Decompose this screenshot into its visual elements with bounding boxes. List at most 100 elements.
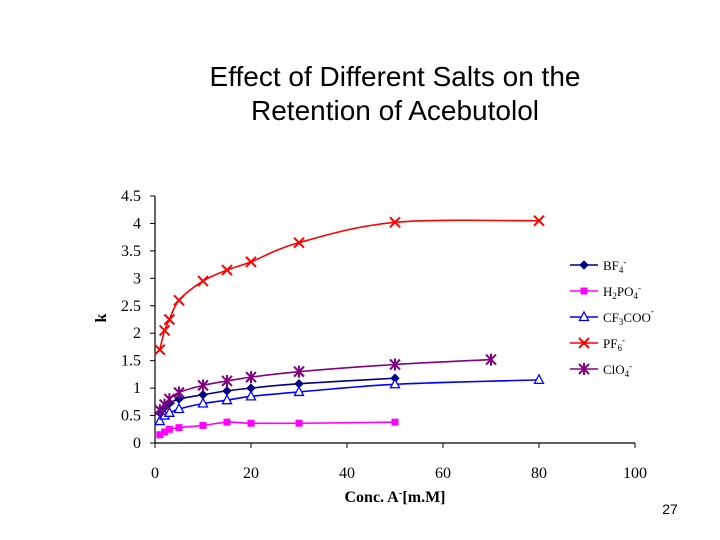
series-layer bbox=[154, 214, 545, 439]
data-point bbox=[197, 379, 209, 392]
data-point bbox=[295, 419, 303, 427]
data-point bbox=[389, 358, 401, 371]
y-tick-label: 0 bbox=[133, 435, 141, 452]
data-point bbox=[154, 414, 166, 426]
data-point bbox=[293, 365, 305, 378]
legend-label-part: 6 bbox=[617, 343, 622, 353]
data-point bbox=[161, 428, 169, 436]
chart-title: Effect of Different Salts on the Retenti… bbox=[100, 60, 690, 128]
data-point bbox=[293, 236, 305, 249]
legend-label-part: 4 bbox=[634, 291, 639, 301]
x-tick-label: 20 bbox=[243, 465, 259, 482]
chart-title-line-2: Retention of Acebutolol bbox=[251, 95, 539, 126]
legend-label-part: - bbox=[638, 283, 641, 293]
legend-item: CF3COO- bbox=[570, 306, 654, 327]
x-tick-label: 80 bbox=[531, 465, 547, 482]
legend-marker bbox=[579, 260, 589, 270]
data-point bbox=[173, 294, 185, 306]
x-axis-title: Conc. A-[m.M] bbox=[345, 487, 446, 506]
x-tick-label: 40 bbox=[339, 465, 355, 482]
data-point bbox=[222, 386, 232, 396]
legend-label-part: 2 bbox=[612, 291, 617, 301]
data-point bbox=[391, 418, 399, 426]
legend-label-part: - bbox=[622, 335, 625, 345]
legend-label: BF4- bbox=[603, 257, 626, 275]
data-point bbox=[197, 397, 209, 408]
y-tick-label: 2.5 bbox=[121, 298, 141, 315]
legend-label-part: PO bbox=[617, 284, 634, 299]
data-point bbox=[221, 393, 233, 405]
data-point bbox=[247, 419, 255, 427]
data-point bbox=[158, 324, 171, 337]
data-point bbox=[156, 431, 164, 439]
data-point bbox=[173, 402, 185, 414]
data-point bbox=[165, 425, 173, 433]
legend-item: BF4- bbox=[570, 257, 626, 275]
y-tick-label: 0.5 bbox=[121, 408, 141, 425]
legend-label: PF6- bbox=[603, 335, 625, 353]
y-tick-label: 3 bbox=[133, 270, 141, 287]
y-tick-label: 2 bbox=[133, 325, 141, 342]
x-axis-title-main: Conc. A bbox=[345, 489, 400, 506]
legend-item: PF6- bbox=[570, 335, 625, 353]
data-point bbox=[199, 421, 207, 429]
series-2 bbox=[156, 418, 399, 439]
y-tick-label: 1 bbox=[133, 380, 141, 397]
data-point bbox=[173, 386, 185, 399]
chart-title-line-1: Effect of Different Salts on the bbox=[209, 61, 581, 92]
series-line bbox=[159, 379, 540, 422]
x-axis-title-unit: [m.M] bbox=[402, 489, 445, 506]
legend-label-part: ClO bbox=[603, 362, 625, 377]
data-point bbox=[533, 214, 545, 227]
legend-label-part: 4 bbox=[619, 265, 624, 275]
data-point bbox=[245, 371, 257, 384]
legend-label-part: H bbox=[603, 284, 612, 299]
legend-label: H2PO4- bbox=[603, 283, 641, 301]
data-point bbox=[221, 264, 233, 276]
legend-item: H2PO4- bbox=[570, 283, 641, 301]
series-line bbox=[159, 377, 396, 414]
legend-label: ClO4- bbox=[603, 361, 632, 379]
y-tick-label: 4.5 bbox=[121, 188, 141, 205]
series-3 bbox=[154, 373, 545, 426]
legend-label-part: BF bbox=[603, 258, 619, 273]
legend: BF4-H2PO4-CF3COO-PF6-ClO4- bbox=[570, 257, 654, 379]
data-point bbox=[163, 393, 176, 406]
x-tick-label: 60 bbox=[435, 465, 451, 482]
legend-label-part: - bbox=[623, 257, 626, 267]
axes: 0 0.5 1 1.5 2 2.5 3 3.5 4 4.5 0 20 40 60 80 100 bbox=[121, 188, 647, 482]
legend-label-part: 4 bbox=[625, 369, 630, 379]
legend-item: ClO4- bbox=[570, 361, 632, 379]
page-number: 27 bbox=[662, 501, 678, 517]
data-point bbox=[197, 275, 209, 287]
legend-label: CF3COO- bbox=[603, 306, 654, 327]
legend-label-part: 3 bbox=[619, 317, 624, 327]
legend-label-part: - bbox=[651, 306, 654, 316]
y-axis-title: k bbox=[93, 313, 110, 322]
data-point bbox=[221, 374, 233, 387]
data-point bbox=[293, 385, 305, 397]
x-tick-label: 100 bbox=[623, 465, 647, 482]
legend-marker bbox=[578, 363, 590, 375]
data-point bbox=[533, 373, 545, 385]
data-point bbox=[223, 418, 231, 426]
legend-label-part: PF bbox=[603, 336, 617, 351]
data-point bbox=[175, 424, 183, 432]
legend-marker bbox=[578, 337, 590, 349]
legend-label-part: CF bbox=[603, 310, 619, 325]
y-tick-label: 3.5 bbox=[121, 243, 141, 260]
data-point bbox=[245, 256, 257, 268]
data-point bbox=[485, 353, 497, 366]
legend-label-part: COO bbox=[623, 310, 650, 325]
legend-label-part: - bbox=[629, 361, 632, 371]
x-axis-title-sup: - bbox=[399, 487, 403, 499]
x-tick-label: 0 bbox=[151, 465, 159, 482]
data-point bbox=[154, 343, 166, 356]
data-point bbox=[389, 377, 401, 389]
series-5 bbox=[154, 353, 497, 417]
series-line bbox=[159, 219, 540, 350]
series-4 bbox=[154, 214, 545, 356]
data-point bbox=[245, 389, 257, 401]
data-point bbox=[163, 406, 175, 417]
